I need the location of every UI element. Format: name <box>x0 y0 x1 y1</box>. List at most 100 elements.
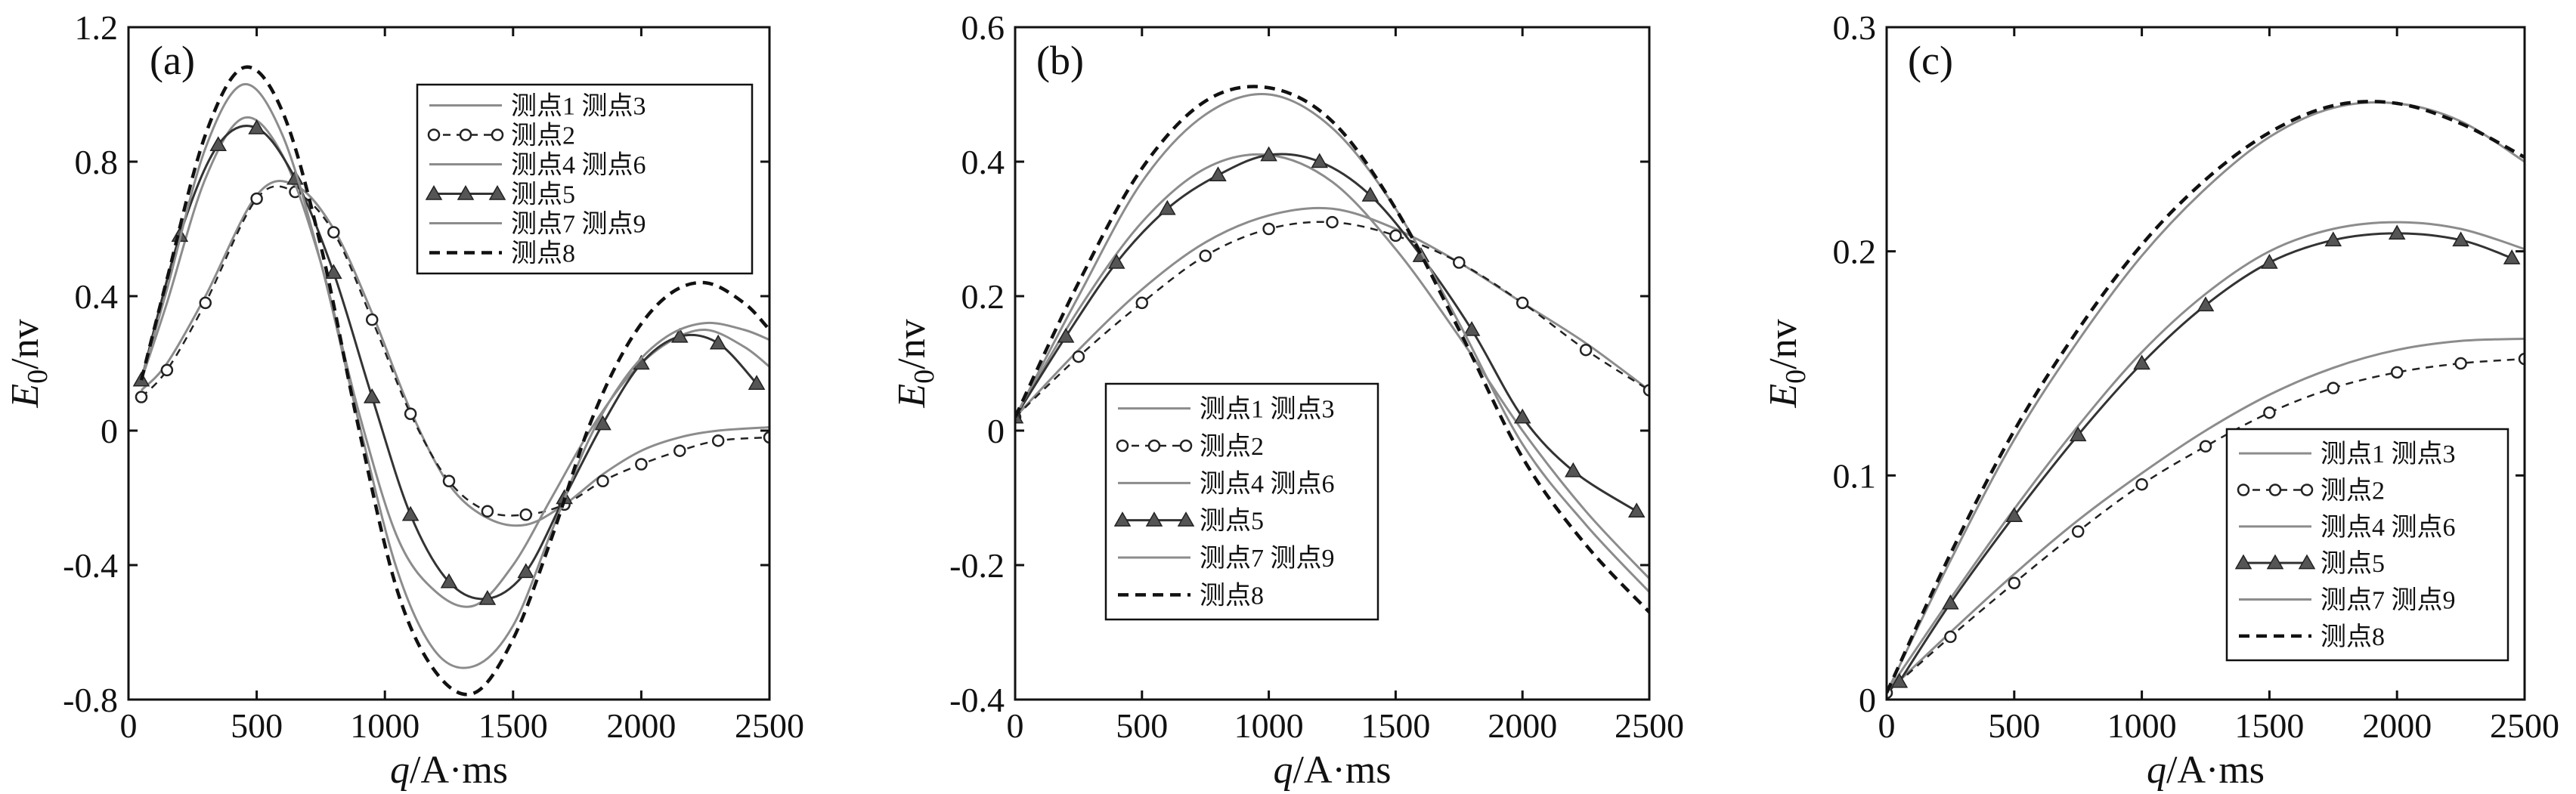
data-point <box>517 563 535 579</box>
data-point <box>594 415 611 431</box>
data-point <box>1579 343 1593 357</box>
data-point <box>135 391 148 403</box>
x-tick-label: 0 <box>120 706 138 745</box>
x-axis-label: q/A·ms <box>2147 749 2265 792</box>
y-tick-label: -0.2 <box>949 546 1005 585</box>
data-point <box>519 508 533 521</box>
plot-frame <box>1885 26 2526 701</box>
data-point <box>327 226 340 239</box>
plot-frame <box>1014 26 1651 701</box>
y-tick-label: 0.3 <box>1833 8 1877 47</box>
y-tick-label: 0.1 <box>1833 456 1877 495</box>
data-point <box>670 327 689 343</box>
x-tick-label: 500 <box>231 706 283 745</box>
data-point <box>1516 296 1529 310</box>
data-point <box>1643 384 1649 397</box>
data-point <box>711 434 725 447</box>
data-point <box>363 388 381 403</box>
y-tick-label: 0.6 <box>961 8 1005 47</box>
data-point <box>2452 231 2469 247</box>
legend-entry: 测点4 测点6 <box>511 151 646 180</box>
data-point <box>442 474 456 487</box>
series-line <box>1887 100 2525 694</box>
legend-entry: 测点5 <box>1200 507 1264 536</box>
series-2 <box>1887 352 2525 700</box>
data-point <box>1361 186 1379 202</box>
series-line <box>1015 153 1649 579</box>
series-5 <box>140 83 769 669</box>
legend-entry: 测点5 <box>511 181 575 209</box>
legend-entry: 测点2 <box>2321 477 2385 505</box>
legend-entry: 测点5 <box>2321 549 2385 578</box>
data-point <box>1159 199 1176 215</box>
series-line <box>1887 221 2525 694</box>
legend-entry: 测点1 测点3 <box>2321 440 2456 468</box>
series-6 <box>1015 85 1649 613</box>
legend-entry: 测点1 测点3 <box>1200 395 1335 424</box>
legend-box <box>416 83 754 275</box>
series-line <box>1887 357 2525 694</box>
legend-marker <box>425 184 443 200</box>
x-tick-label: 1500 <box>2234 706 2304 745</box>
data-point <box>1942 594 1959 610</box>
data-point <box>2069 426 2087 442</box>
series-3 <box>1015 153 1649 579</box>
data-point <box>199 296 212 310</box>
data-point <box>2008 576 2021 589</box>
data-point <box>2388 224 2406 240</box>
data-point <box>2005 507 2023 522</box>
legend-box <box>2225 428 2509 662</box>
y-tick-label: 0 <box>1859 681 1876 719</box>
plot-frame <box>127 26 771 701</box>
y-axis-label: E0/nv <box>4 319 54 408</box>
legend-entry: 测点4 测点6 <box>1200 469 1335 498</box>
legend-marker <box>459 128 472 141</box>
x-tick-label: 0 <box>1878 706 1896 745</box>
series-6 <box>139 65 769 697</box>
data-point <box>2390 366 2404 379</box>
y-tick-label: 1.2 <box>75 8 119 47</box>
series-4 <box>132 119 766 605</box>
series-6 <box>1887 100 2525 694</box>
data-point <box>763 431 769 444</box>
x-tick-label: 2500 <box>2490 706 2559 745</box>
legend-entry: 测点8 <box>1200 581 1264 610</box>
y-axis-label: E0/nv <box>1762 319 1812 408</box>
data-point <box>1389 229 1402 243</box>
y-tick-label: -0.8 <box>63 681 118 719</box>
data-point <box>1209 166 1227 182</box>
data-point <box>478 589 497 605</box>
data-point <box>2327 382 2340 394</box>
x-tick-label: 1000 <box>350 706 420 745</box>
legend-entry: 测点4 测点6 <box>2321 513 2456 542</box>
data-point <box>1057 327 1075 343</box>
legend-marker <box>1145 511 1163 527</box>
data-point <box>635 458 648 471</box>
data-point <box>1944 630 1957 644</box>
data-point <box>2197 296 2215 312</box>
series-line <box>139 65 769 697</box>
series-4 <box>1890 224 2521 688</box>
data-point <box>250 192 263 205</box>
legend-marker <box>2266 554 2284 570</box>
series-3 <box>1887 221 2525 694</box>
x-tick-label: 2500 <box>735 706 804 745</box>
series-line <box>140 83 769 669</box>
y-tick-label: 0 <box>987 412 1005 450</box>
data-point <box>481 505 494 518</box>
x-tick-label: 500 <box>1116 706 1168 745</box>
legend-marker <box>1113 511 1132 527</box>
data-point <box>1260 146 1277 162</box>
y-axis-label: E0/nv <box>890 319 940 408</box>
legend-entry: 测点2 <box>511 122 575 150</box>
legend-marker <box>1177 511 1195 527</box>
data-point <box>673 444 686 457</box>
data-point <box>2133 354 2150 370</box>
x-tick-label: 2000 <box>606 706 676 745</box>
data-point <box>1326 215 1339 229</box>
data-point <box>748 375 766 390</box>
data-point <box>2503 249 2521 264</box>
